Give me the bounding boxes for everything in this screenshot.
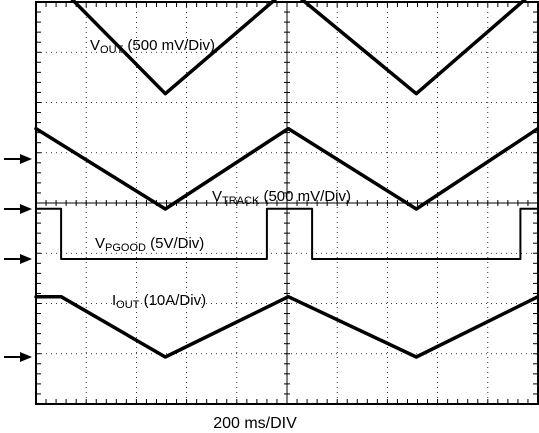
channel-marker-arrow-ch2: [20, 204, 32, 214]
channel-markers: [4, 154, 32, 362]
vout-label: VOUT (500 mV/Div): [90, 37, 215, 56]
vtrack-label: VTRACK (500 mV/Div): [212, 188, 351, 207]
x-axis-label: 200 ms/DIV: [213, 415, 297, 432]
trace-vpgood: [35, 207, 539, 260]
channel-marker-arrow-ch3: [20, 254, 32, 264]
vpgood-label: VPGOOD (5V/Div): [95, 235, 204, 254]
trace-iout: [34, 294, 539, 359]
grid: [35, 1, 539, 405]
traces: [34, 0, 539, 359]
channel-marker-arrow-ch1: [20, 154, 32, 164]
channel-marker-arrow-ch4: [20, 352, 32, 362]
trace-vtrack: [34, 126, 539, 211]
iout-label: IOUT (10A/Div): [112, 292, 206, 311]
trace-vout: [70, 0, 528, 96]
